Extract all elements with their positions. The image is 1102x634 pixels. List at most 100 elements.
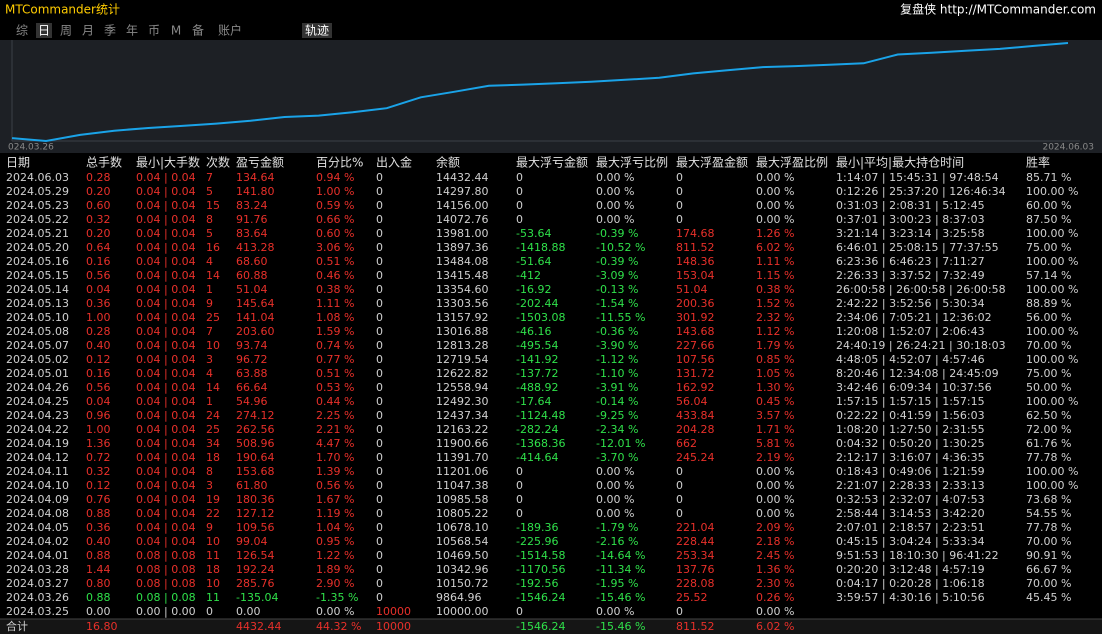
table-cell: 5.81 %: [756, 437, 794, 450]
table-cell: 50.00 %: [1026, 381, 1071, 394]
table-cell: 2024.03.27: [6, 577, 69, 590]
table-cell: 0: [376, 577, 383, 590]
table-cell: 11391.70: [436, 451, 489, 464]
table-cell: 137.76: [676, 563, 715, 576]
table-cell: 0.38 %: [756, 283, 794, 296]
table-cell: 0: [676, 213, 683, 226]
table-cell: -1.54 %: [596, 297, 638, 310]
tab[interactable]: 账户: [218, 23, 242, 38]
table-cell: 0: [376, 185, 383, 198]
table-cell: 148.36: [676, 255, 715, 268]
table-cell: 10805.22: [436, 507, 489, 520]
table-cell: 0.00 %: [756, 493, 794, 506]
tab[interactable]: 日: [38, 24, 50, 38]
table-cell: 143.68: [676, 325, 715, 338]
table-cell: 72.00 %: [1026, 423, 1071, 436]
tab[interactable]: 月: [82, 24, 94, 38]
table-cell: 0.04 | 0.04: [136, 437, 196, 450]
table-cell: 14432.44: [436, 171, 489, 184]
table-cell: 34: [206, 437, 220, 450]
table-cell: 0: [516, 465, 523, 478]
track-tab-bg: [302, 23, 332, 38]
total-cell: 10000: [376, 620, 411, 633]
table-cell: 75.00 %: [1026, 367, 1071, 380]
table-cell: 0.94 %: [316, 171, 354, 184]
column-header: 最大浮盈比例: [756, 156, 828, 170]
table-cell: 66.64: [236, 381, 268, 394]
table-cell: -1124.48: [516, 409, 565, 422]
table-cell: 1: [206, 283, 213, 296]
table-cell: 18: [206, 451, 220, 464]
tab[interactable]: 周: [60, 24, 72, 38]
table-cell: 19: [206, 493, 220, 506]
table-cell: 2024.04.05: [6, 521, 69, 534]
table-cell: 0.96: [86, 409, 111, 422]
table-cell: 90.91 %: [1026, 549, 1071, 562]
table-cell: -0.14 %: [596, 395, 638, 408]
table-cell: 2:07:01 | 2:18:57 | 2:23:51: [836, 521, 985, 534]
table-cell: 60.88: [236, 269, 268, 282]
table-cell: 0:22:22 | 0:41:59 | 1:56:03: [836, 409, 985, 422]
table-cell: 0.08 | 0.08: [136, 577, 196, 590]
table-cell: 0.00: [86, 605, 111, 618]
table-cell: 0: [206, 605, 213, 618]
table-cell: 0.00 %: [596, 465, 634, 478]
table-cell: 0.36: [86, 297, 111, 310]
table-cell: -15.46 %: [596, 591, 645, 604]
site-link[interactable]: 复盘侠 http://MTCommander.com: [900, 2, 1096, 17]
column-header: 总手数: [86, 155, 122, 170]
table-cell: 1.36 %: [756, 563, 794, 576]
table-cell: -137.72: [516, 367, 558, 380]
table-cell: 100.00 %: [1026, 227, 1078, 240]
table-cell: 262.56: [236, 423, 275, 436]
table-cell: -1.79 %: [596, 521, 638, 534]
table-cell: -202.44: [516, 297, 558, 310]
table-cell: 10000.00: [436, 605, 489, 618]
tab[interactable]: M: [171, 24, 181, 38]
table-cell: 2024.05.02: [6, 353, 69, 366]
table-cell: 0.46 %: [316, 269, 354, 282]
table-cell: 2:34:06 | 7:05:21 | 12:36:02: [836, 311, 992, 324]
table-cell: 0.88: [86, 549, 111, 562]
table-cell: 93.74: [236, 339, 268, 352]
table-cell: 2024.05.01: [6, 367, 69, 380]
table-cell: 0.00 %: [756, 185, 794, 198]
table-cell: 24: [206, 409, 220, 422]
table-cell: 433.84: [676, 409, 715, 422]
chart-start-label: 024.03.26: [8, 143, 54, 153]
tab[interactable]: 季: [104, 24, 116, 38]
table-cell: 413.28: [236, 241, 275, 254]
table-cell: 11047.38: [436, 479, 489, 492]
table-cell: 0.04 | 0.04: [136, 213, 196, 226]
table-cell: 0.04: [86, 283, 111, 296]
table-cell: 0.00 %: [596, 605, 634, 618]
table-cell: 0: [516, 171, 523, 184]
table-cell: 4.47 %: [316, 437, 354, 450]
table-cell: 0: [376, 241, 383, 254]
table-cell: 0.08 | 0.08: [136, 591, 196, 604]
table-cell: 253.34: [676, 549, 715, 562]
table-cell: 2:26:33 | 3:37:52 | 7:32:49: [836, 269, 985, 282]
table-cell: 6:23:36 | 6:46:23 | 7:11:27: [836, 255, 985, 268]
table-cell: 1.30 %: [756, 381, 794, 394]
tab[interactable]: 综: [16, 24, 28, 38]
table-cell: 0.12: [86, 479, 111, 492]
table-cell: 51.04: [236, 283, 268, 296]
tab[interactable]: 币: [148, 24, 160, 38]
table-cell: 12622.82: [436, 367, 489, 380]
total-cell: -15.46 %: [596, 620, 645, 633]
table-cell: 0: [676, 185, 683, 198]
table-cell: 0.66 %: [316, 213, 354, 226]
table-cell: 204.28: [676, 423, 715, 436]
tab[interactable]: 年: [126, 24, 138, 38]
tab[interactable]: 备: [192, 24, 204, 38]
table-cell: 0.56 %: [316, 479, 354, 492]
table-cell: -11.55 %: [596, 311, 645, 324]
track-tab[interactable]: 轨迹: [305, 24, 329, 38]
table-cell: 0.28: [86, 325, 111, 338]
table-cell: -9.25 %: [596, 409, 638, 422]
table-cell: 1.11 %: [756, 255, 794, 268]
table-cell: 2.21 %: [316, 423, 354, 436]
table-cell: 63.88: [236, 367, 268, 380]
